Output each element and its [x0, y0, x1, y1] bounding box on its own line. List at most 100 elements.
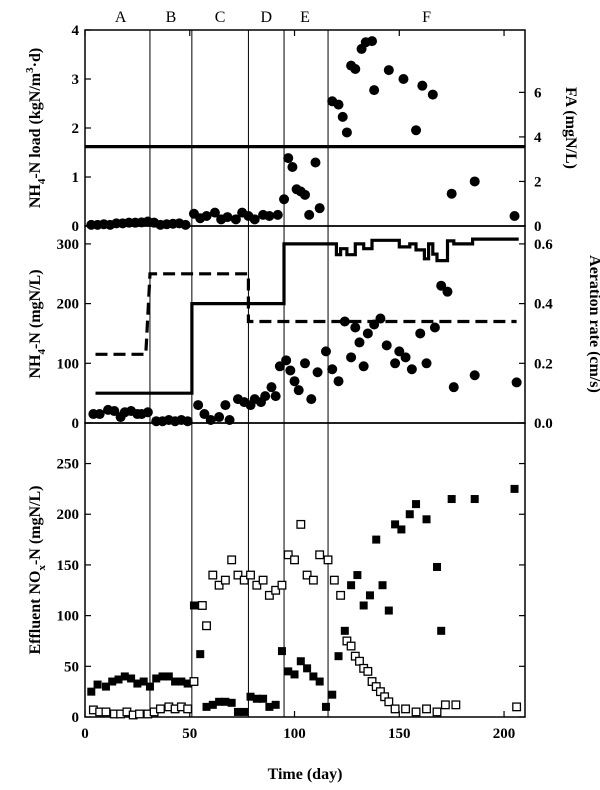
data-point-filled-square — [378, 581, 387, 590]
data-point-circle — [341, 127, 352, 138]
data-point-filled-square — [271, 700, 280, 709]
data-point-circle — [310, 157, 321, 168]
data-point-filled-square — [290, 670, 299, 679]
data-point-open-square — [283, 550, 293, 560]
data-point-circle — [249, 214, 260, 225]
data-point-open-square — [183, 704, 193, 714]
data-point-circle — [337, 111, 348, 122]
data-point-filled-square — [315, 677, 324, 686]
data-point-circle — [293, 385, 304, 396]
control-line — [95, 237, 519, 395]
data-point-open-square — [214, 580, 224, 590]
data-point-circle — [415, 328, 426, 339]
data-point-circle — [306, 394, 317, 405]
data-point-circle — [446, 188, 457, 199]
data-point-filled-square — [171, 677, 180, 686]
data-point-circle — [369, 85, 380, 96]
y-right-tick-label: 0.2 — [534, 356, 553, 372]
data-point-circle — [193, 400, 204, 411]
data-point-filled-square — [384, 606, 393, 615]
data-point-circle — [327, 364, 338, 375]
data-point-circle — [350, 63, 361, 74]
middle-right-axis-title: Aeration rate (cm/s) — [586, 255, 600, 393]
data-point-filled-square — [240, 707, 249, 716]
data-point-circle — [209, 207, 220, 218]
data-point-circle — [350, 322, 361, 333]
data-point-filled-square — [433, 562, 441, 571]
data-point-open-square — [220, 575, 230, 585]
data-point-filled-square — [296, 657, 305, 666]
data-point-open-square — [246, 570, 255, 580]
data-point-circle — [369, 319, 380, 330]
data-point-circle — [220, 400, 231, 411]
data-point-open-square — [155, 704, 165, 714]
data-point-open-square — [202, 621, 211, 631]
data-point-circle — [205, 415, 216, 426]
middle-left-axis-title: NH4-N (mgN/L) — [27, 269, 48, 378]
data-point-filled-square — [252, 694, 261, 703]
data-point-filled-square — [202, 702, 211, 711]
data-point-circle — [358, 361, 369, 372]
data-point-filled-square — [127, 674, 136, 683]
data-point-open-square — [252, 580, 262, 590]
data-point-circle — [469, 176, 480, 187]
data-point-filled-square — [196, 650, 205, 659]
y-tick-label: 2 — [72, 121, 80, 137]
bottom-left-axis-title: Effluent NOx-N (mgN/L) — [27, 485, 48, 654]
data-point-filled-square — [334, 652, 343, 661]
data-marks — [85, 36, 525, 720]
data-point-open-square — [233, 570, 243, 580]
data-point-circle — [260, 391, 271, 402]
data-point-filled-square — [284, 667, 293, 676]
data-point-circle — [182, 416, 193, 427]
data-point-circle — [442, 286, 453, 297]
data-point-circle — [199, 409, 210, 420]
data-point-circle — [417, 80, 428, 91]
x-axis-title: Time (day) — [268, 766, 343, 783]
y-tick-label: 50 — [64, 659, 79, 675]
data-point-filled-square — [365, 591, 374, 600]
data-point-circle — [375, 313, 386, 324]
data-point-filled-square — [259, 694, 268, 703]
data-point-circle — [289, 376, 300, 387]
data-point-open-square — [390, 704, 400, 714]
y-tick-label: 250 — [57, 457, 80, 473]
phase-labels: A B C D E F — [115, 9, 431, 26]
y-tick-label: 100 — [57, 609, 80, 625]
y-right-tick-label: 0 — [534, 219, 542, 235]
data-point-filled-square — [152, 674, 161, 683]
data-point-filled-square — [158, 672, 167, 681]
aeration-rate-line — [95, 272, 517, 356]
data-point-open-square — [290, 555, 299, 565]
x-tick-label: 0 — [81, 726, 89, 742]
phase-label: B — [166, 9, 177, 26]
data-point-filled-square — [372, 535, 381, 544]
data-point-circle — [304, 209, 315, 220]
data-point-circle — [300, 189, 310, 200]
data-point-circle — [448, 382, 459, 393]
data-point-circle — [406, 364, 417, 375]
data-point-filled-square — [233, 707, 242, 716]
data-point-filled-square — [139, 677, 148, 686]
data-point-circle — [394, 346, 405, 357]
data-point-circle — [285, 365, 296, 376]
data-point-filled-square — [221, 697, 230, 706]
data-point-circle — [266, 382, 277, 393]
data-point-circle — [429, 322, 440, 333]
data-point-circle — [224, 415, 235, 426]
data-point-filled-square — [437, 626, 446, 635]
data-point-open-square — [239, 575, 249, 585]
data-point-filled-square — [359, 601, 368, 610]
x-tick-label: 100 — [283, 726, 306, 742]
y-tick-label: 150 — [57, 558, 80, 574]
data-point-open-square — [323, 555, 333, 565]
data-point-filled-square — [87, 687, 96, 696]
data-point-open-square — [197, 601, 207, 610]
data-point-open-square — [336, 590, 346, 600]
x-tick-label: 50 — [182, 726, 197, 742]
data-point-open-square — [315, 550, 325, 560]
data-point-filled-square — [114, 675, 123, 684]
data-point-circle — [362, 328, 373, 339]
data-point-filled-square — [470, 495, 479, 504]
